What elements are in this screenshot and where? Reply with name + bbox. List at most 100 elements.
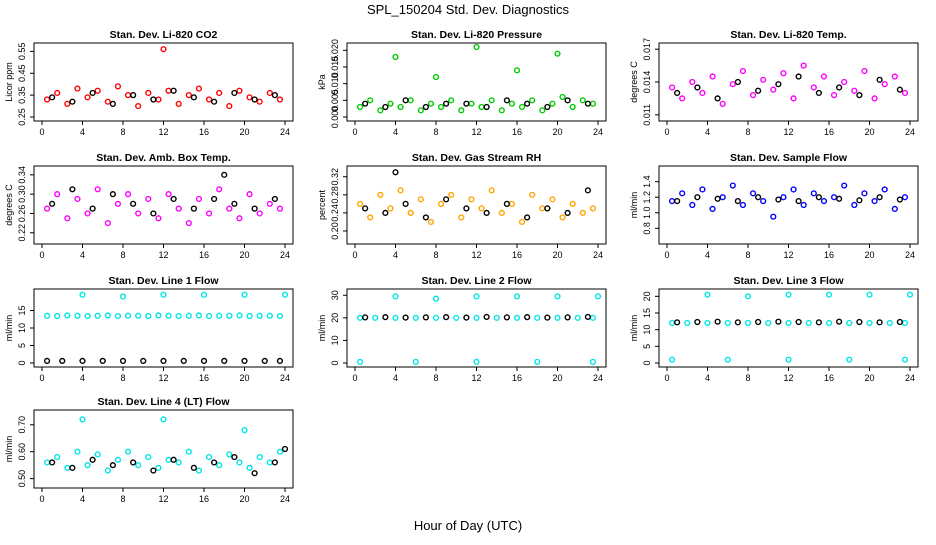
x-tick-label: 8 [120, 127, 125, 137]
data-point [155, 96, 162, 103]
panel-title: Stan. Dev. Gas Stream RH [412, 152, 541, 164]
panel-title: Stan. Dev. Line 1 Flow [108, 275, 219, 287]
series-1 [356, 187, 597, 226]
data-point [74, 312, 81, 319]
y-tick-label: 0.26 [17, 205, 27, 223]
data-point [539, 205, 546, 212]
data-point [135, 210, 142, 217]
data-point [130, 92, 137, 99]
y-tick-label: 0.005 [330, 89, 340, 112]
data-point [205, 210, 213, 217]
data-point [124, 92, 132, 99]
data-point [216, 186, 223, 193]
data-point [534, 358, 541, 365]
data-point [160, 357, 167, 365]
data-point [180, 357, 187, 365]
y-tick-label: 5 [17, 343, 27, 348]
y-axis-label: ml/min [4, 436, 14, 463]
data-point [145, 313, 152, 320]
data-point [699, 186, 706, 193]
panel-8: Stan. Dev. Line 2 Flow 0 4 8 12 16 20 24 0 10 20 30… [317, 275, 607, 383]
x-tick-label: 12 [783, 373, 793, 383]
data-point [679, 95, 686, 102]
data-point [458, 214, 465, 221]
data-point [94, 87, 101, 94]
data-point [679, 190, 686, 197]
data-point [256, 210, 263, 217]
data-point [246, 191, 253, 198]
data-point [861, 67, 868, 75]
data-point [211, 98, 218, 105]
x-tick-label: 16 [199, 127, 209, 137]
data-point [579, 97, 586, 104]
data-point [205, 96, 213, 103]
x-tick-label: 8 [433, 127, 438, 137]
data-point [503, 200, 510, 207]
x-tick-label: 4 [80, 373, 85, 383]
panel-2: Stan. Dev. Li-820 Pressure 0 4 8 12 16 20 24 0.0… [317, 29, 607, 137]
data-point [114, 83, 122, 90]
data-point [124, 312, 132, 319]
data-point [362, 205, 369, 212]
data-point [266, 312, 273, 319]
x-tick-label: 8 [120, 494, 125, 504]
data-point [468, 196, 475, 203]
data-point [881, 81, 888, 88]
y-tick-label: 1.4 [642, 175, 652, 188]
x-tick-label: 20 [864, 250, 874, 260]
data-point [488, 97, 495, 104]
panel-3: Stan. Dev. Li-820 Temp. 0 4 8 12 16 20 24 0.011 0… [629, 29, 919, 137]
data-point [729, 81, 736, 88]
data-point [94, 312, 101, 319]
x-tick-label: 8 [745, 127, 750, 137]
data-point [59, 357, 66, 365]
y-tick-label: 0 [642, 360, 652, 365]
data-point [524, 314, 531, 321]
data-point [805, 319, 812, 327]
series-2 [362, 169, 591, 221]
data-point [195, 312, 203, 319]
data-point [493, 314, 500, 321]
data-point [815, 194, 822, 201]
data-point [119, 357, 127, 365]
data-point [43, 312, 51, 319]
data-point [64, 215, 71, 222]
data-point [589, 358, 597, 365]
panel-6: Stan. Dev. Sample Flow 0 4 8 12 16 20 24 0.8 1.0 1… [629, 152, 919, 260]
data-point [734, 319, 741, 326]
x-tick-label: 0 [664, 127, 669, 137]
data-point [437, 103, 445, 111]
data-point [694, 318, 701, 326]
data-point [276, 357, 284, 365]
data-point [69, 186, 76, 193]
data-point [770, 213, 777, 220]
data-point [749, 190, 757, 197]
x-tick-label: 0 [664, 250, 669, 260]
data-point [851, 201, 858, 209]
data-point [554, 293, 561, 300]
x-tick-label: 8 [745, 250, 750, 260]
data-point [135, 312, 142, 319]
y-tick-label: 20 [330, 313, 340, 323]
x-tick-label: 24 [593, 373, 603, 383]
data-point [881, 186, 888, 193]
panel-title: Stan. Dev. Amb. Box Temp. [96, 152, 231, 164]
data-point [825, 291, 833, 298]
data-point [694, 194, 701, 201]
series-1 [356, 293, 602, 365]
data-point [770, 86, 777, 93]
y-tick-label: 0.34 [17, 166, 27, 184]
data-point [104, 98, 111, 105]
data-point [49, 200, 56, 207]
series-1 [668, 182, 909, 220]
plot-frame [346, 165, 607, 245]
x-tick-label: 16 [512, 127, 522, 137]
data-point [815, 89, 822, 97]
data-point [216, 462, 223, 469]
data-point [448, 97, 455, 104]
y-axis-label: Licor ppm [4, 62, 14, 102]
data-point [281, 445, 289, 453]
data-point [94, 186, 101, 193]
series-2 [43, 357, 284, 365]
